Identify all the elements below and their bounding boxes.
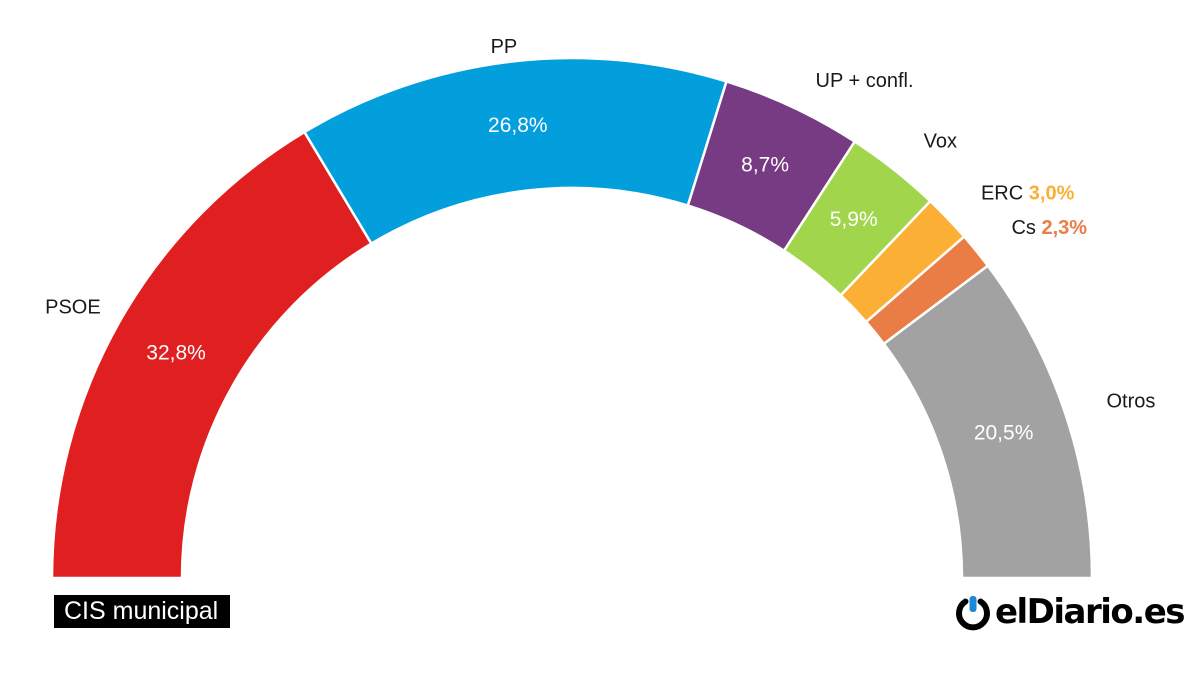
party-label-otros: Otros: [1106, 391, 1155, 413]
segment-psoe: [50, 130, 374, 580]
party-label-vox: Vox: [924, 130, 957, 152]
segment-otros: [882, 264, 1094, 580]
party-label-psoe: PSOE: [45, 296, 101, 318]
party-label-up-confl: UP + confl.: [816, 70, 914, 92]
value-label-vox: 5,9%: [830, 208, 878, 231]
source-label: CIS municipal: [64, 597, 219, 625]
value-label-up-confl: 8,7%: [741, 154, 789, 177]
value-label-pp: 26,8%: [488, 114, 548, 137]
eldiario-power-mark-icon: [956, 596, 990, 631]
chart-party-labels: PSOE PP UP + confl. Vox ERC 3,0% Cs 2,3% Otros: [45, 36, 1155, 413]
chart-value-labels: 32,8% 26,8% 8,7% 5,9% 20,5%: [146, 114, 1033, 445]
party-label-cs: Cs 2,3%: [1011, 217, 1087, 239]
brand-name: elDiario.es: [994, 592, 1186, 632]
party-name-cs: Cs: [1011, 217, 1041, 239]
value-label-otros: 20,5%: [974, 422, 1034, 445]
value-label-cs: 2,3%: [1041, 217, 1087, 239]
segment-pp: [302, 56, 729, 246]
brand-logo: elDiario.es: [953, 588, 1186, 636]
chart-segments: [50, 56, 1094, 580]
party-label-pp: PP: [491, 36, 518, 58]
party-label-erc: ERC 3,0%: [981, 183, 1075, 205]
source-badge: CIS municipal: [54, 595, 231, 628]
party-name-erc: ERC: [981, 183, 1029, 205]
value-label-erc: 3,0%: [1029, 183, 1075, 205]
value-label-psoe: 32,8%: [146, 341, 206, 364]
